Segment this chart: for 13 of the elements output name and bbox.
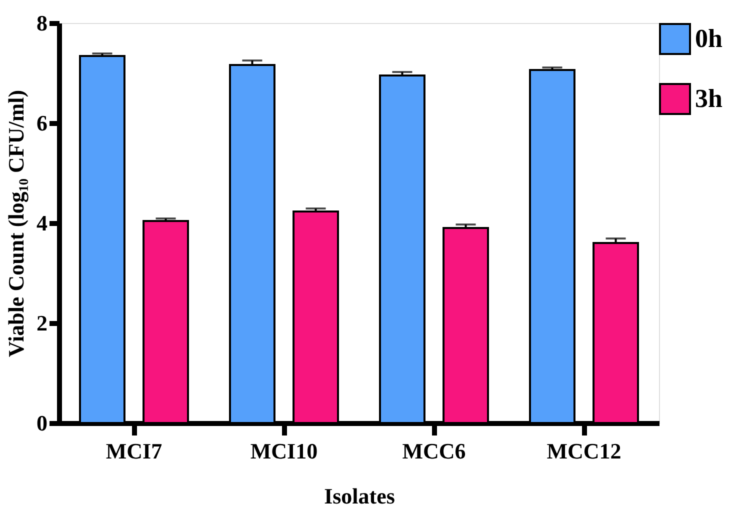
x-tick-label: MCI7 xyxy=(106,438,162,464)
y-tick-label: 8 xyxy=(36,10,48,36)
x-tick-label: MCI10 xyxy=(250,438,318,464)
x-axis-title: Isolates xyxy=(324,484,396,508)
y-tick-label: 2 xyxy=(36,310,48,336)
y-tick-label: 6 xyxy=(36,110,48,136)
legend-label: 3h xyxy=(695,84,723,113)
legend-label: 0h xyxy=(695,24,723,53)
y-tick-label: 0 xyxy=(36,410,48,436)
x-tick-label: MCC6 xyxy=(402,438,466,464)
y-tick-label: 4 xyxy=(36,210,48,236)
x-tick-label: MCC12 xyxy=(546,438,622,464)
y-axis-title: Viable Count (log₁₀ CFU/ml) xyxy=(4,90,28,358)
